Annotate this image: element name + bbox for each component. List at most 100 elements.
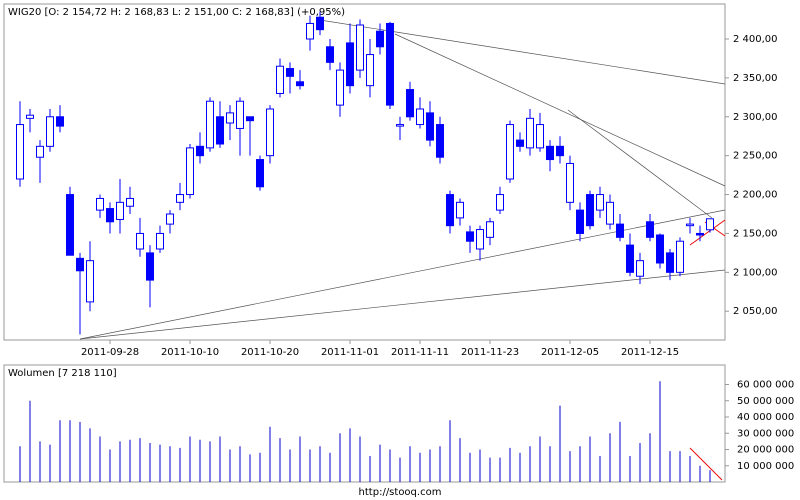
candle-body [376, 30, 384, 48]
candle-body [86, 260, 94, 303]
candle-body [116, 201, 124, 220]
candle-body [126, 197, 134, 207]
candle-body [466, 231, 474, 242]
candle-body [236, 100, 244, 129]
y-tick-label: 20 000 000 [737, 445, 794, 456]
candle-body [26, 114, 34, 119]
candle-body [506, 124, 514, 180]
candle-body [206, 100, 214, 149]
candle-body [36, 145, 44, 158]
x-tick-label: 2011-10-20 [241, 347, 299, 358]
chart-title: WIG20 [O: 2 154,72 H: 2 168,83 L: 2 151,… [8, 7, 345, 18]
y-tick-label: 60 000 000 [737, 380, 794, 391]
trendline [567, 109, 713, 219]
candle-body [476, 229, 484, 250]
candle-body [526, 117, 534, 149]
candle-body [256, 159, 264, 188]
candle-body [346, 42, 354, 87]
candle-body [366, 54, 374, 87]
candle-body [306, 22, 314, 40]
candle-body [166, 213, 174, 225]
candle-body [146, 252, 154, 281]
x-tick-label: 2011-12-15 [621, 347, 679, 358]
candle-body [496, 194, 504, 211]
candle-body [666, 252, 674, 273]
candle-body [456, 201, 464, 219]
candle-body [396, 124, 404, 127]
candle-body [386, 22, 394, 106]
candle-body [696, 232, 704, 236]
candle-body [516, 139, 524, 147]
y-tick-label: 2 200,00 [733, 190, 778, 201]
candle-body [76, 257, 84, 272]
candle-body [96, 197, 104, 211]
y-tick-label: 2 150,00 [733, 228, 778, 239]
candle-body [66, 194, 74, 256]
x-tick-label: 2011-12-05 [541, 347, 599, 358]
candle-body [356, 24, 364, 71]
candle-body [606, 201, 614, 225]
candle-body [486, 221, 494, 238]
candle-body [316, 16, 324, 31]
candle-body [446, 194, 454, 227]
candle-body [566, 162, 574, 203]
candle-body [596, 194, 604, 211]
x-tick-label: 2011-11-01 [321, 347, 379, 358]
volume-title: Wolumen [7 218 110] [8, 368, 117, 379]
candle-body [136, 232, 144, 250]
candle-body [296, 81, 304, 87]
candle-body [216, 116, 224, 145]
candle-body [576, 209, 584, 234]
candle-body [56, 116, 64, 127]
candle-body [676, 240, 684, 273]
trendline [79, 269, 726, 340]
candle-body [286, 68, 294, 77]
candle-body [416, 108, 424, 126]
price-panel [3, 3, 726, 341]
y-tick-label: 2 100,00 [733, 267, 778, 278]
candle-body [176, 194, 184, 203]
volume-panel [3, 364, 726, 483]
y-tick-label: 2 050,00 [733, 306, 778, 317]
candle-body [586, 194, 594, 227]
y-tick-label: 2 350,00 [733, 73, 778, 84]
candle-body [686, 223, 694, 227]
candle-body [556, 145, 564, 157]
candle-body [16, 124, 24, 180]
candle-body [336, 69, 344, 106]
candle-body [626, 244, 634, 273]
candle-body [706, 218, 714, 231]
candle-body [246, 116, 254, 122]
candle-body [156, 232, 164, 250]
x-tick-label: 2011-09-28 [81, 347, 139, 358]
candle-body [636, 260, 644, 277]
candle-body [536, 124, 544, 149]
y-tick-label: 40 000 000 [737, 412, 794, 423]
y-tick-label: 30 000 000 [737, 428, 794, 439]
candle-body [646, 221, 654, 238]
footer: http://stooq.com [359, 487, 442, 498]
candle-body [616, 223, 624, 238]
candle-body [406, 89, 414, 118]
x-tick-label: 2011-10-10 [161, 347, 219, 358]
y-tick-label: 2 250,00 [733, 151, 778, 162]
candle-body [196, 145, 204, 157]
candle-body [106, 208, 114, 223]
red-trendline [689, 219, 726, 246]
candle-body [546, 145, 554, 161]
y-tick-label: 2 400,00 [733, 34, 778, 45]
candle-body [226, 112, 234, 124]
candle-body [266, 108, 274, 157]
red-trendline [689, 447, 723, 481]
candle-body [656, 234, 664, 264]
y-tick-label: 10 000 000 [737, 461, 794, 472]
candle-body [276, 65, 284, 94]
candle-body [186, 147, 194, 196]
candle-body [46, 116, 54, 147]
candle-body [436, 124, 444, 158]
trendline [394, 33, 726, 187]
y-tick-label: 2 300,00 [733, 112, 778, 123]
candle-body [326, 46, 334, 63]
candle-body [426, 112, 434, 141]
